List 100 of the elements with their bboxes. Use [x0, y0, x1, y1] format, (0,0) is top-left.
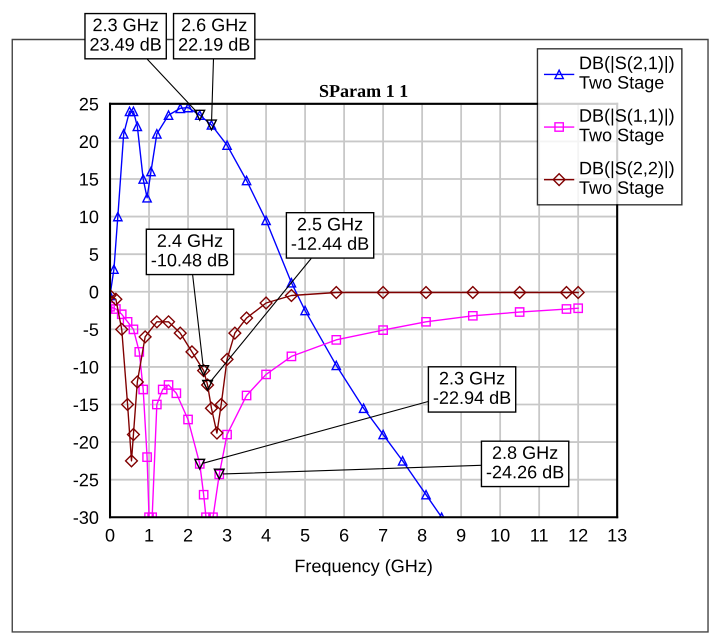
x-tick-label: 3 — [222, 528, 232, 542]
point — [150, 315, 164, 328]
point — [259, 296, 273, 310]
annotation: 2.5 GHz -12.44 dB — [292, 218, 368, 250]
point — [468, 310, 478, 321]
point — [210, 426, 224, 440]
y-tick-label: 5 — [90, 248, 98, 261]
x-tick-label: 2 — [184, 528, 192, 542]
x-tick-label: 6 — [340, 528, 348, 542]
point — [513, 286, 526, 300]
x-tick-label: 5 — [300, 529, 310, 542]
x-tick-label: 11 — [531, 529, 548, 542]
point — [330, 286, 343, 300]
annotation: 2.4 GHz -10.48 dB — [152, 234, 228, 266]
point — [112, 212, 123, 222]
point — [130, 375, 144, 389]
x-tick-label: 4 — [261, 529, 271, 542]
point — [562, 304, 572, 314]
point — [242, 390, 252, 400]
y-tick-label: 0 — [90, 286, 98, 298]
point — [198, 490, 209, 500]
point — [242, 176, 252, 186]
x-tick-label: 13 — [608, 528, 626, 542]
point — [331, 360, 342, 370]
point — [284, 288, 298, 302]
point — [286, 278, 296, 288]
point — [124, 454, 138, 468]
point — [573, 303, 584, 314]
point — [240, 311, 254, 325]
y-tick-label: -15 — [74, 398, 98, 412]
point — [138, 330, 152, 344]
point — [171, 388, 182, 398]
point — [261, 215, 271, 226]
point — [421, 316, 431, 327]
point — [220, 352, 234, 366]
point — [398, 456, 408, 466]
point — [110, 264, 119, 274]
point — [110, 292, 122, 306]
point — [378, 430, 388, 440]
point — [185, 345, 199, 358]
point — [300, 306, 310, 316]
point — [132, 122, 142, 132]
x-tick-label: 1 — [145, 529, 154, 542]
point — [466, 286, 480, 300]
point — [142, 192, 152, 203]
point — [120, 398, 134, 412]
point — [158, 384, 168, 394]
point — [164, 110, 174, 120]
y-tick-label: -5 — [84, 323, 98, 336]
point — [128, 324, 138, 334]
point — [152, 400, 162, 410]
point — [183, 104, 193, 112]
point — [183, 414, 193, 424]
annotation: 2.6 GHz 22.19 dB — [178, 18, 250, 51]
point — [142, 452, 152, 462]
point — [222, 430, 232, 440]
point — [419, 286, 433, 300]
point — [421, 490, 431, 500]
y-tick-label: 10 — [80, 210, 98, 224]
point — [228, 326, 242, 340]
point — [286, 352, 296, 362]
point — [115, 322, 128, 336]
point — [126, 428, 140, 442]
point — [134, 347, 144, 357]
x-tick-label: 0 — [106, 528, 114, 542]
point — [138, 174, 148, 184]
point — [358, 403, 368, 414]
x-tick-label: 7 — [379, 529, 388, 542]
y-tick-label: 15 — [80, 173, 98, 186]
y-tick-label: -30 — [74, 511, 98, 524]
point — [560, 286, 574, 300]
point — [138, 384, 148, 394]
point — [331, 334, 342, 345]
point — [204, 402, 218, 415]
point — [122, 316, 132, 327]
point — [164, 380, 174, 390]
point — [162, 315, 176, 328]
annotation: 2.3 GHz -22.94 dB — [434, 372, 510, 404]
y-tick-label: -25 — [74, 474, 98, 486]
point — [128, 106, 138, 116]
y-tick-label: 25 — [80, 98, 98, 111]
annotation: 2.8 GHz -24.26 dB — [486, 446, 564, 478]
point — [378, 325, 388, 335]
point — [376, 286, 390, 300]
x-axis-title: Frequency (GHz) — [296, 559, 432, 576]
y-tick-label: -10 — [74, 360, 98, 374]
legend-label: DB(|S(1,1)|) Two Stage — [579, 108, 674, 145]
x-tick-label: 8 — [418, 528, 426, 542]
point — [261, 370, 271, 380]
point — [174, 326, 187, 340]
point — [214, 398, 228, 412]
x-tick-label: 12 — [570, 528, 588, 542]
point — [175, 104, 186, 114]
x-tick-label: 9 — [456, 528, 466, 542]
point — [222, 140, 232, 150]
legend-label: DB(|S(2,2)|) Two Stage — [579, 161, 674, 198]
y-tick-label: -20 — [74, 436, 98, 449]
point — [152, 129, 162, 139]
chart-title: SParam 1 1 — [320, 84, 408, 98]
x-tick-label: 10 — [491, 528, 510, 542]
